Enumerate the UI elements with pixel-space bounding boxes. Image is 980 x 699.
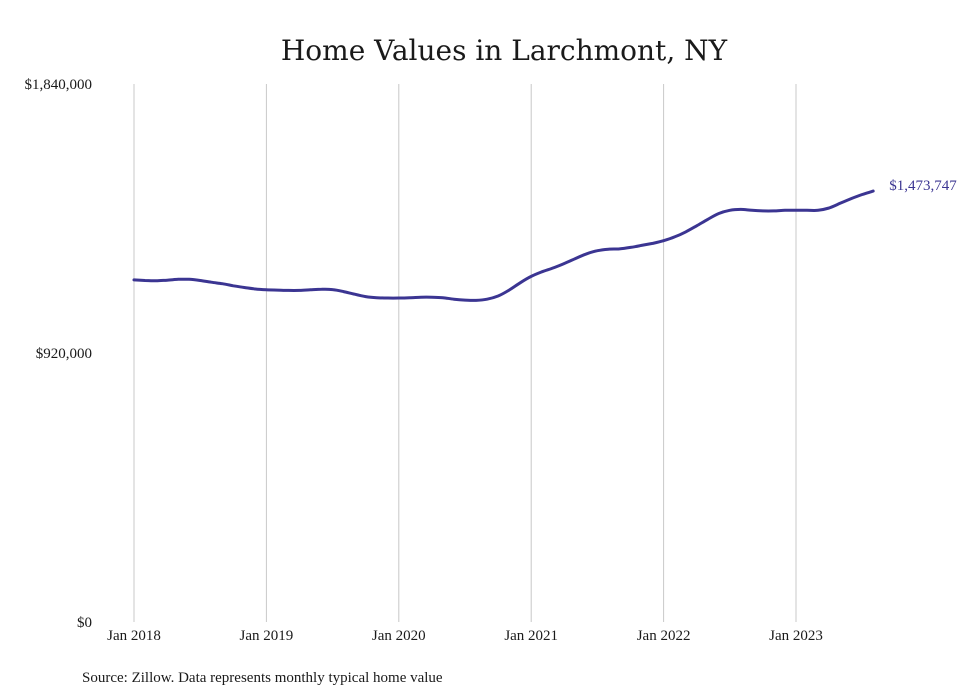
y-tick-label: $0 (77, 615, 92, 631)
x-tick-label: Jan 2019 (240, 628, 294, 644)
source-note: Source: Zillow. Data represents monthly … (82, 670, 443, 686)
end-value-label: $1,473,747 (889, 178, 957, 194)
x-tick-label: Jan 2018 (107, 628, 161, 644)
x-tick-label: Jan 2021 (504, 628, 558, 644)
series-line (132, 189, 875, 302)
series-group (132, 189, 875, 302)
y-tick-label: $1,840,000 (25, 77, 93, 93)
x-tick-label: Jan 2020 (372, 628, 426, 644)
x-tick-label: Jan 2022 (637, 628, 691, 644)
x-axis-ticks: Jan 2018 Jan 2019 Jan 2020 Jan 2021 Jan 2022… (107, 628, 823, 644)
x-tick-label: Jan 2023 (769, 628, 823, 644)
chart-title: Home Values in Larchmont, NY (281, 34, 728, 67)
y-tick-label: $920,000 (36, 346, 92, 362)
gridlines (133, 84, 797, 622)
y-axis-ticks: $0 $920,000 $1,840,000 (25, 77, 93, 631)
